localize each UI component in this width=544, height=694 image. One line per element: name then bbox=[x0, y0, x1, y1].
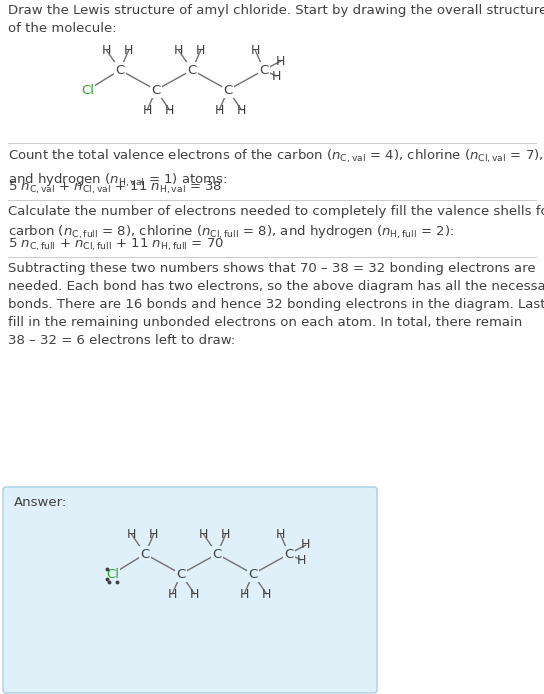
Text: Subtracting these two numbers shows that 70 – 38 = 32 bonding electrons are
need: Subtracting these two numbers shows that… bbox=[8, 262, 544, 347]
Text: H: H bbox=[199, 527, 208, 541]
Text: H: H bbox=[262, 588, 271, 600]
Text: H: H bbox=[127, 527, 136, 541]
Text: C: C bbox=[115, 63, 125, 76]
Text: C: C bbox=[285, 548, 294, 561]
Text: H: H bbox=[237, 103, 246, 117]
Text: H: H bbox=[276, 55, 286, 67]
Text: H: H bbox=[271, 69, 281, 83]
Text: Answer:: Answer: bbox=[14, 496, 67, 509]
Text: C: C bbox=[151, 83, 160, 96]
Text: H: H bbox=[301, 539, 311, 552]
Text: C: C bbox=[212, 548, 221, 561]
Text: H: H bbox=[174, 44, 183, 56]
Text: C: C bbox=[259, 63, 269, 76]
Text: H: H bbox=[168, 588, 177, 600]
Text: C: C bbox=[140, 548, 150, 561]
Text: Draw the Lewis structure of amyl chloride. Start by drawing the overall structur: Draw the Lewis structure of amyl chlorid… bbox=[8, 4, 544, 35]
Text: H: H bbox=[149, 527, 158, 541]
Text: Calculate the number of electrons needed to completely fill the valence shells f: Calculate the number of electrons needed… bbox=[8, 205, 544, 242]
Text: C: C bbox=[249, 568, 258, 580]
Text: Cl: Cl bbox=[106, 568, 119, 580]
Text: H: H bbox=[143, 103, 152, 117]
Text: H: H bbox=[124, 44, 133, 56]
Text: C: C bbox=[176, 568, 186, 580]
Text: H: H bbox=[275, 527, 285, 541]
Text: Count the total valence electrons of the carbon ($n_\mathregular{C,val}$ = 4), c: Count the total valence electrons of the… bbox=[8, 148, 543, 189]
Text: Cl: Cl bbox=[81, 83, 94, 96]
Text: C: C bbox=[224, 83, 233, 96]
Text: H: H bbox=[239, 588, 249, 600]
Text: C: C bbox=[187, 63, 196, 76]
Text: H: H bbox=[214, 103, 224, 117]
Text: 5 $n_\mathregular{C,val}$ + $n_\mathregular{Cl,val}$ + 11 $n_\mathregular{H,val}: 5 $n_\mathregular{C,val}$ + $n_\mathregu… bbox=[8, 180, 222, 196]
Text: H: H bbox=[190, 588, 199, 600]
Text: H: H bbox=[296, 554, 306, 566]
Text: H: H bbox=[221, 527, 231, 541]
FancyBboxPatch shape bbox=[3, 487, 377, 693]
Text: H: H bbox=[196, 44, 206, 56]
Text: H: H bbox=[251, 44, 260, 56]
Text: H: H bbox=[102, 44, 111, 56]
Text: H: H bbox=[165, 103, 174, 117]
Text: 5 $n_\mathregular{C,full}$ + $n_\mathregular{Cl,full}$ + 11 $n_\mathregular{H,fu: 5 $n_\mathregular{C,full}$ + $n_\mathreg… bbox=[8, 237, 224, 253]
